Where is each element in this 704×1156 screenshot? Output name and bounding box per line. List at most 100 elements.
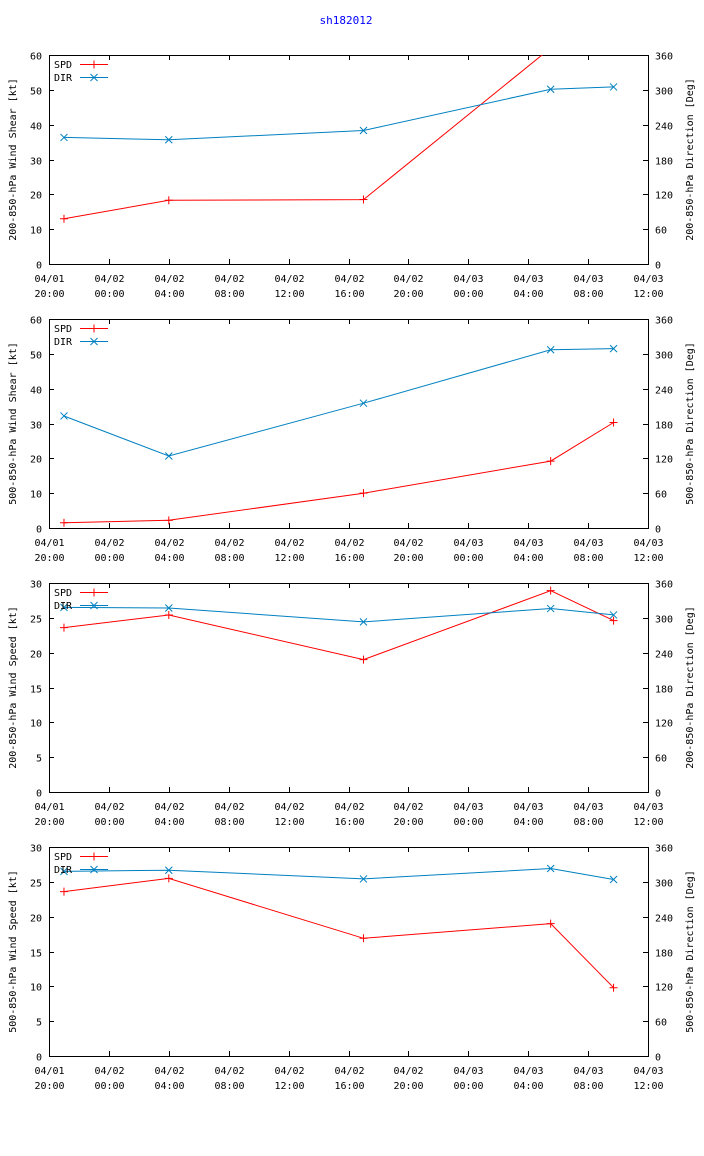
y-tick-label: 0: [36, 261, 42, 272]
data-point-dir: [546, 604, 555, 613]
y2-axis-label: 200-850-hPa Direction [Deg]: [685, 606, 696, 769]
plot-frame: [49, 583, 649, 793]
y2-tick-label: 60: [655, 1018, 667, 1029]
legend-label-spd: SPD: [54, 852, 72, 863]
x-tick-label: 04/02 12:00: [274, 538, 304, 564]
y2-tick-label: 180: [655, 685, 673, 696]
y-tick-label: 15: [30, 949, 42, 960]
y2-tick-label: 360: [655, 52, 673, 63]
page-title: sh182012: [320, 14, 373, 27]
data-point-spd: [59, 518, 68, 527]
y2-tick-label: 300: [655, 615, 673, 626]
x-tick-label: 04/02 00:00: [94, 1066, 124, 1092]
y2-tick-label: 60: [655, 490, 667, 501]
y2-tick-label: 0: [655, 525, 661, 536]
y2-tick-label: 0: [655, 261, 661, 272]
y-tick-label: 20: [30, 455, 42, 466]
data-point-dir: [609, 611, 618, 619]
x-tick-label: 04/03 12:00: [633, 1066, 663, 1092]
series-layer: [59, 44, 618, 223]
y-axis-label: 200-850-hPa Wind Shear [kt]: [8, 78, 19, 241]
y2-tick-label: 0: [655, 789, 661, 800]
y-tick-label: 20: [30, 191, 42, 202]
y2-tick-label: 300: [655, 351, 673, 362]
data-point-spd: [546, 919, 555, 928]
data-point-dir: [546, 345, 555, 354]
y2-tick-label: 240: [655, 386, 673, 397]
x-tick-label: 04/01 20:00: [34, 1066, 64, 1092]
y2-tick-label: 360: [655, 844, 673, 855]
data-point-spd: [59, 214, 68, 223]
x-tick-label: 04/03 12:00: [633, 802, 663, 828]
data-point-spd: [164, 196, 173, 205]
y2-tick-label: 240: [655, 914, 673, 925]
data-point-dir: [60, 867, 68, 876]
x-tick-label: 04/02 20:00: [393, 1066, 423, 1092]
y2-tick-label: 180: [655, 157, 673, 168]
y2-tick-label: 120: [655, 455, 673, 466]
plot-frame: [49, 55, 649, 265]
data-point-spd: [610, 44, 618, 52]
y2-tick-label: 300: [655, 879, 673, 890]
y2-tick-label: 180: [655, 421, 673, 432]
y-tick-label: 30: [30, 844, 42, 855]
x-tick-label: 04/03 04:00: [513, 538, 543, 564]
x-tick-label: 04/02 00:00: [94, 274, 124, 300]
y-axis-label: 500-850-hPa Wind Speed [kt]: [8, 870, 19, 1033]
data-point-spd: [359, 489, 368, 498]
series-layer: [59, 586, 618, 664]
data-point-spd: [59, 887, 68, 896]
y-tick-label: 60: [30, 52, 42, 63]
y-tick-label: 50: [30, 351, 42, 362]
y2-tick-label: 0: [655, 1053, 661, 1064]
x-tick-label: 04/03 08:00: [573, 1066, 603, 1092]
y-tick-label: 40: [30, 122, 42, 133]
series-line-spd: [63, 590, 614, 661]
y-tick-label: 0: [36, 789, 42, 800]
y-tick-label: 50: [30, 87, 42, 98]
data-point-dir: [164, 604, 173, 612]
data-point-spd: [547, 44, 555, 52]
x-tick-label: 04/02 08:00: [214, 274, 244, 300]
y-tick-label: 10: [30, 719, 42, 730]
y2-axis-label: 200-850-hPa Direction [Deg]: [685, 78, 696, 241]
legend-label-spd: SPD: [54, 588, 72, 599]
x-tick-label: 04/02 20:00: [393, 274, 423, 300]
series-line-dir: [63, 867, 614, 880]
x-tick-label: 04/02 08:00: [214, 538, 244, 564]
x-tick-label: 04/02 20:00: [393, 538, 423, 564]
data-point-dir: [359, 875, 368, 883]
data-point-spd: [546, 457, 555, 466]
data-point-dir: [60, 603, 68, 612]
legend-marker-dir: [90, 73, 98, 82]
x-tick-label: 04/02 04:00: [154, 1066, 184, 1092]
legend-label-dir: DIR: [54, 73, 73, 84]
x-tick-label: 04/02 08:00: [214, 802, 244, 828]
data-point-spd: [359, 934, 368, 943]
y2-tick-label: 60: [655, 226, 667, 237]
y2-tick-label: 120: [655, 191, 673, 202]
series-layer: [59, 864, 618, 992]
y-tick-label: 10: [30, 490, 42, 501]
series-line-dir: [63, 86, 614, 141]
y-tick-label: 0: [36, 1053, 42, 1064]
legend-marker-dir: [90, 337, 98, 346]
legend-marker-spd: [90, 852, 98, 861]
y2-axis-label: 500-850-hPa Direction [Deg]: [685, 342, 696, 505]
data-point-spd: [609, 983, 618, 992]
y2-tick-label: 60: [655, 754, 667, 765]
y-tick-label: 5: [36, 1018, 42, 1029]
y-tick-label: 30: [30, 580, 42, 591]
legend-label-dir: DIR: [54, 337, 73, 348]
x-tick-label: 04/01 20:00: [34, 802, 64, 828]
x-tick-label: 04/02 04:00: [154, 538, 184, 564]
data-point-dir: [546, 85, 555, 94]
legend-label-dir: DIR: [54, 601, 73, 612]
y-tick-label: 0: [36, 525, 42, 536]
y-tick-label: 30: [30, 157, 42, 168]
y2-tick-label: 300: [655, 87, 673, 98]
y-tick-label: 10: [30, 983, 42, 994]
y-tick-label: 5: [36, 754, 42, 765]
